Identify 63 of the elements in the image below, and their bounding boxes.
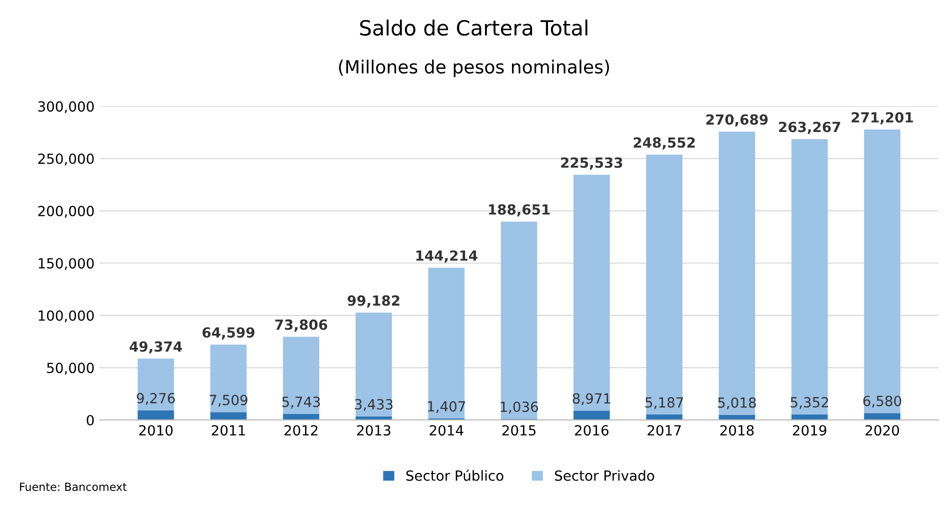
data-label: 73,806 — [275, 319, 328, 332]
x-tick-label: 2020 — [866, 425, 899, 436]
x-tick-label: 2015 — [502, 425, 536, 436]
data-label: 99,182 — [348, 295, 400, 308]
chart-subtitle: (Millones de pesos nominales) — [339, 60, 609, 78]
y-tick-label: 0 — [86, 414, 94, 426]
data-label: 248,552 — [634, 137, 695, 150]
y-tick-label: 250,000 — [38, 154, 94, 166]
x-tick-label: 2018 — [720, 425, 754, 436]
x-tick-label: 2017 — [648, 425, 681, 436]
x-tick-label: 2011 — [212, 425, 245, 436]
data-label: 5,743 — [282, 396, 320, 409]
data-label: 3,433 — [354, 399, 393, 411]
x-tick-label: 2014 — [430, 425, 464, 436]
bar — [718, 414, 756, 420]
y-tick-label: 150,000 — [38, 258, 94, 270]
data-label: 225,533 — [561, 157, 622, 170]
bar — [282, 336, 320, 414]
source-note: Fuente: Bancomext — [20, 482, 127, 491]
x-tick-label: 2013 — [357, 425, 390, 436]
data-label: 49,374 — [130, 341, 182, 354]
legend-label: Sector Público — [406, 470, 504, 481]
data-label: 271,201 — [852, 112, 913, 124]
chart-title: Saldo de Cartera Total — [360, 20, 588, 36]
bar — [138, 410, 174, 420]
bar — [210, 412, 247, 420]
x-tick-label: 2012 — [284, 425, 318, 436]
data-label: 8,971 — [572, 393, 610, 406]
bar — [574, 174, 610, 411]
y-tick-label: 50,000 — [47, 362, 94, 375]
data-label: 5,187 — [646, 397, 683, 410]
legend-label: Sector Privado — [554, 470, 654, 481]
bar — [864, 413, 900, 420]
bar — [646, 414, 682, 420]
data-label: 144,214 — [416, 250, 478, 263]
bar — [791, 139, 828, 414]
y-tick-label: 200,000 — [38, 206, 94, 218]
y-tick-label: 100,000 — [38, 310, 94, 322]
bar — [282, 414, 320, 420]
data-label: 64,599 — [202, 327, 254, 340]
x-tick-label: 2010 — [139, 425, 173, 436]
y-tick-label: 300,000 — [38, 101, 94, 114]
data-label: 9,276 — [136, 392, 175, 405]
bar — [210, 344, 247, 412]
data-label: 188,651 — [488, 204, 550, 217]
bar — [864, 129, 900, 414]
bar — [718, 132, 756, 415]
data-label: 1,036 — [500, 402, 538, 414]
bar — [574, 410, 610, 420]
bar — [356, 312, 392, 416]
data-label: 1,407 — [428, 401, 466, 414]
bar — [646, 154, 682, 415]
x-tick-label: 2019 — [792, 425, 826, 436]
x-tick-label: 2016 — [575, 425, 608, 436]
bar — [138, 358, 174, 410]
data-label: 5,352 — [790, 397, 828, 409]
data-label: 5,018 — [718, 397, 756, 410]
data-label: 7,509 — [210, 394, 248, 407]
data-label: 263,267 — [779, 122, 840, 134]
data-label: 6,580 — [863, 396, 902, 408]
data-label: 270,689 — [706, 114, 768, 127]
bar — [428, 268, 465, 419]
bar — [500, 222, 538, 419]
